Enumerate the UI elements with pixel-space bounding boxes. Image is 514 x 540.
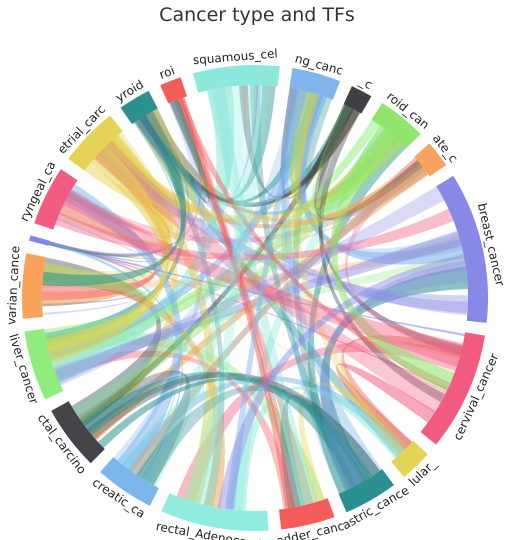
- group-arc[interactable]: [289, 68, 341, 100]
- chord-ribbon: [77, 370, 191, 486]
- group-arc[interactable]: [371, 102, 421, 149]
- chord-ribbon: [129, 160, 425, 477]
- group-arc[interactable]: [51, 401, 105, 464]
- chord-ribbon: [310, 104, 406, 214]
- group-label: varian_cance: [4, 245, 22, 325]
- chord-ribbon: [232, 386, 405, 511]
- group-arc[interactable]: [338, 469, 394, 513]
- chord-ribbon: [145, 109, 428, 224]
- group-arc[interactable]: [120, 90, 158, 125]
- chord-ribbon: [49, 241, 465, 337]
- chord-ribbon: [137, 84, 269, 487]
- chord-ribbon: [176, 341, 461, 503]
- chord-ribbon: [313, 105, 423, 221]
- chord-ribbon: [136, 385, 380, 486]
- group-arc[interactable]: [21, 253, 46, 319]
- chord-ribbon: [206, 87, 318, 507]
- chord-ribbon: [139, 108, 360, 207]
- chord-ribbon: [84, 108, 361, 223]
- chord-ribbon: [57, 146, 171, 246]
- chord-ribbon: [54, 253, 466, 381]
- group-arc[interactable]: [391, 440, 428, 478]
- chord-ribbon: [291, 90, 409, 456]
- group-arc[interactable]: [100, 457, 159, 506]
- group-arc[interactable]: [68, 115, 123, 171]
- chord-ribbon: [53, 230, 462, 383]
- group-arc[interactable]: [160, 77, 187, 104]
- chord-ribbon: [59, 192, 464, 368]
- chord-ribbon: [86, 372, 380, 479]
- chord-ribbon: [51, 86, 235, 384]
- chord-ribbon: [320, 266, 468, 489]
- chord-ribbon: [217, 254, 467, 510]
- chord-ribbon: [128, 161, 426, 476]
- group-arc[interactable]: [279, 498, 335, 530]
- chord-ribbon: [340, 335, 463, 455]
- chord-ribbon: [48, 108, 189, 257]
- chord-ribbon: [54, 186, 445, 386]
- chord-ribbon: [102, 116, 191, 217]
- group-arc[interactable]: [414, 143, 447, 177]
- chord-ribbon: [97, 141, 469, 314]
- group-arc[interactable]: [436, 175, 489, 323]
- chart-title: Cancer type and TFs: [159, 4, 355, 26]
- chord-ribbon: [65, 184, 183, 473]
- chord-ribbon: [42, 257, 162, 427]
- chord-ribbon: [106, 134, 216, 504]
- group-arc[interactable]: [161, 493, 269, 531]
- chord-ribbon: [173, 97, 295, 509]
- group-label: squamous_cel: [192, 46, 278, 67]
- chord-ribbon: [99, 131, 404, 224]
- chord-ribbon: [238, 85, 354, 199]
- chord-ribbon: [176, 97, 302, 508]
- arc-layer: [21, 64, 489, 531]
- chord-ribbon: [330, 125, 455, 392]
- group-arc[interactable]: [192, 64, 280, 93]
- group-label: roi: [157, 63, 176, 82]
- chord-ribbon: [169, 99, 314, 505]
- chord-ribbon: [319, 260, 468, 490]
- chord-ribbon: [183, 85, 245, 504]
- group-label: _c: [356, 73, 375, 92]
- chord-ribbon: [144, 99, 210, 203]
- chord-ribbon: [225, 89, 307, 510]
- group-arc[interactable]: [29, 235, 50, 246]
- chord-ribbon: [46, 145, 170, 363]
- chord-ribbon: [342, 335, 463, 449]
- chord-ribbon: [83, 372, 190, 483]
- ribbon-layer: [41, 84, 469, 511]
- group-arc[interactable]: [34, 169, 78, 230]
- group-arc[interactable]: [24, 328, 64, 400]
- chord-ribbon: [55, 208, 454, 261]
- group-arc[interactable]: [343, 86, 372, 114]
- chord-ribbon: [98, 377, 373, 481]
- chord-ribbon: [48, 97, 202, 256]
- chord-ribbon: [48, 97, 202, 257]
- chord-ribbon: [94, 140, 447, 413]
- group-arc[interactable]: [420, 332, 485, 445]
